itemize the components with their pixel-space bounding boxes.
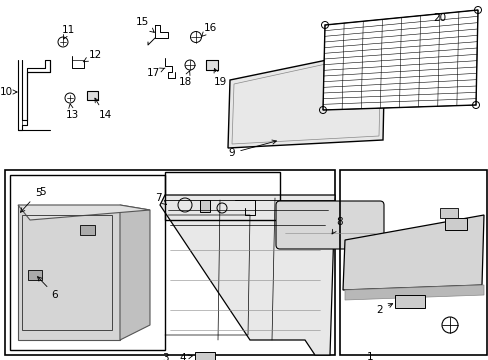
Polygon shape (160, 195, 334, 355)
Polygon shape (200, 200, 209, 212)
Text: 8: 8 (331, 217, 343, 234)
Text: 11: 11 (61, 25, 75, 39)
Polygon shape (227, 48, 384, 148)
Bar (439, 208, 457, 218)
Polygon shape (18, 205, 120, 340)
Text: 15: 15 (135, 17, 154, 32)
Text: 5: 5 (20, 188, 41, 212)
Text: 7: 7 (154, 193, 166, 204)
Text: 6: 6 (38, 277, 58, 300)
Bar (22, 215, 112, 330)
Text: 13: 13 (65, 104, 79, 120)
Bar (164, 172, 280, 220)
Polygon shape (80, 225, 95, 235)
Bar (10, 175, 164, 350)
Text: 19: 19 (213, 68, 226, 87)
Bar (444, 218, 466, 230)
Text: 20: 20 (432, 13, 446, 23)
Polygon shape (345, 285, 483, 300)
Text: 17: 17 (146, 68, 164, 78)
Polygon shape (87, 91, 98, 100)
Text: 16: 16 (201, 23, 216, 36)
Text: 12: 12 (83, 50, 102, 62)
Bar (339, 170, 486, 355)
Text: 18: 18 (178, 71, 191, 87)
Text: 14: 14 (95, 98, 111, 120)
Text: 9: 9 (228, 140, 276, 158)
Polygon shape (205, 60, 218, 70)
Text: 2: 2 (376, 303, 392, 315)
Text: 4: 4 (179, 353, 192, 360)
Text: 5: 5 (39, 187, 45, 197)
Polygon shape (18, 205, 150, 220)
Text: 1: 1 (366, 352, 372, 360)
Text: 3: 3 (162, 353, 168, 360)
FancyBboxPatch shape (275, 201, 383, 249)
Polygon shape (195, 352, 215, 360)
Polygon shape (120, 205, 150, 340)
Polygon shape (342, 215, 483, 290)
Polygon shape (28, 270, 42, 280)
Text: 10: 10 (0, 87, 17, 97)
Bar (5, 170, 334, 355)
Polygon shape (394, 295, 424, 308)
Polygon shape (323, 10, 477, 110)
